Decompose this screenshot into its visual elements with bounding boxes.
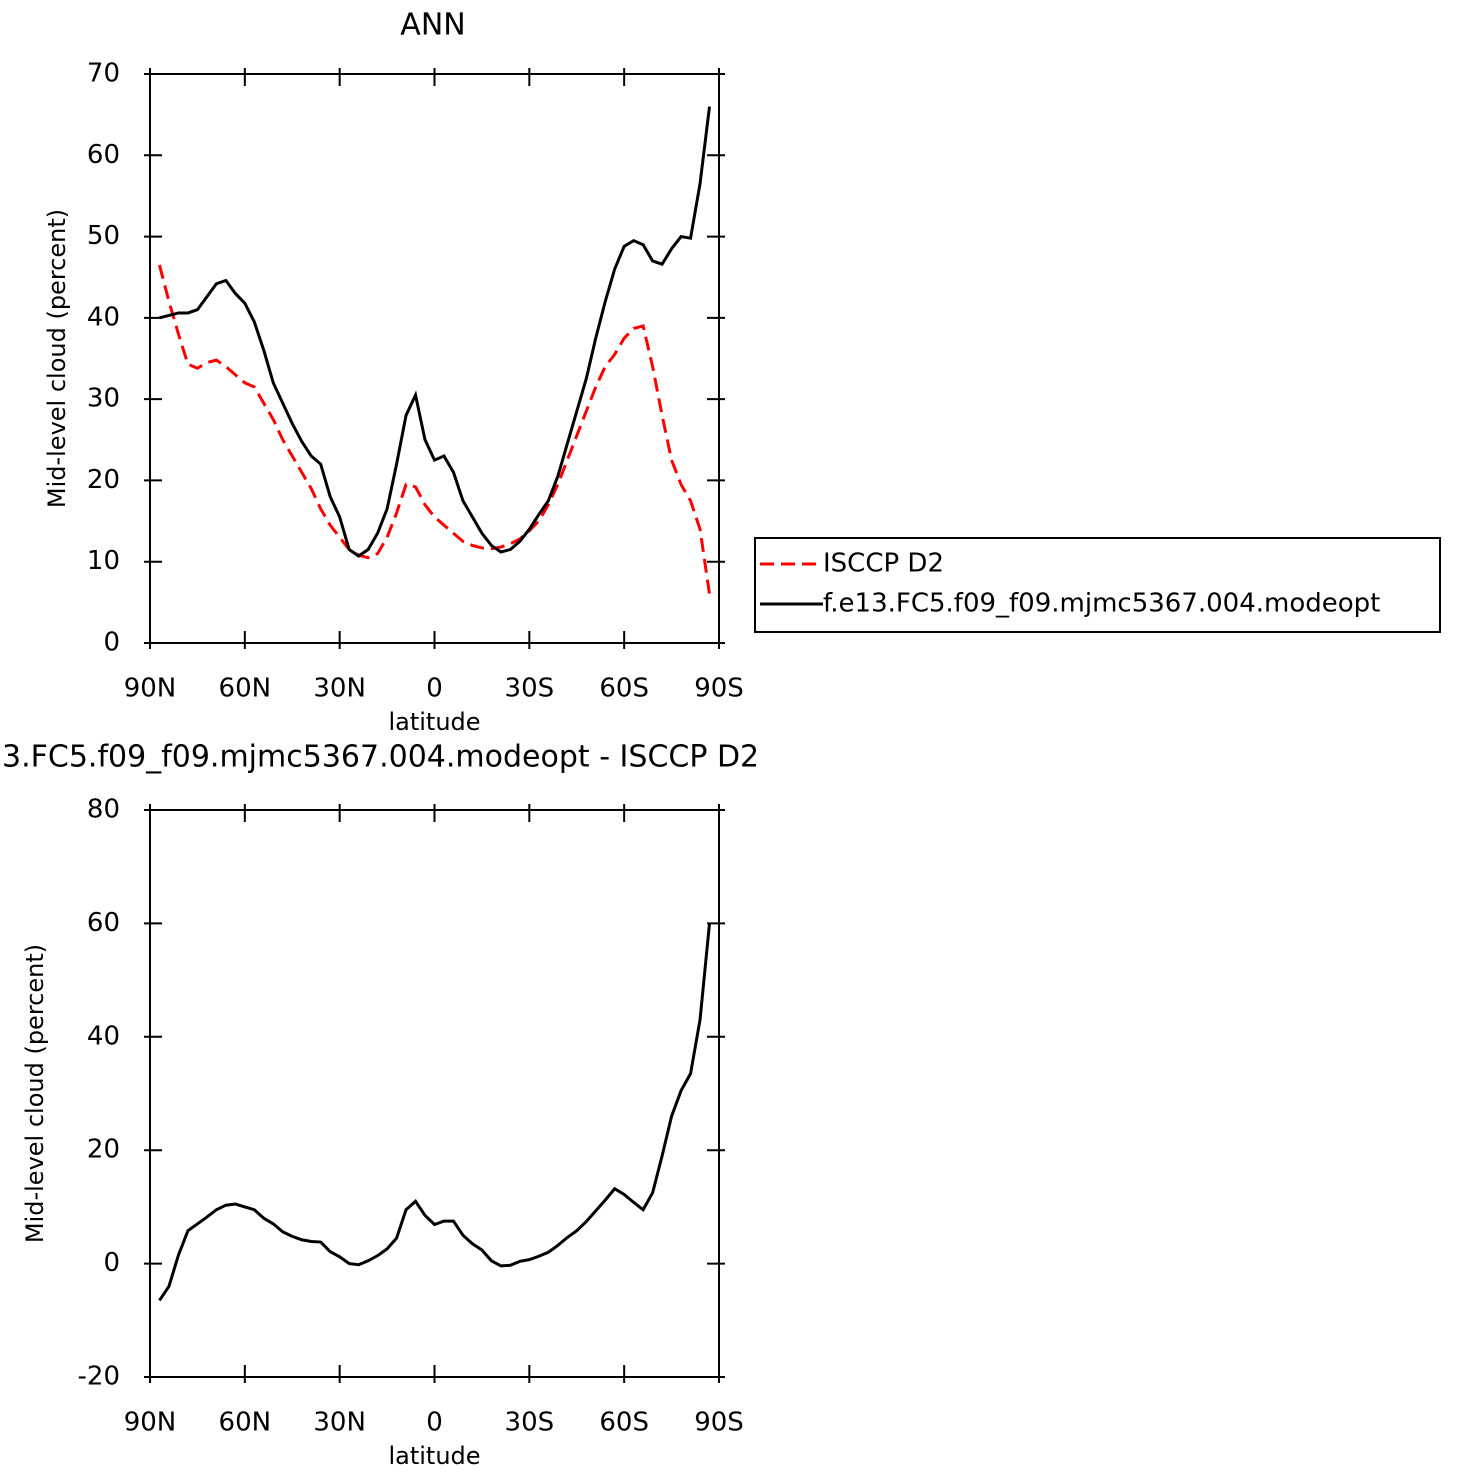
data-line: [158, 264, 712, 595]
y-tick-label: 80: [87, 795, 120, 825]
y-tick-label: 20: [87, 465, 120, 495]
chart-title: 3.FC5.f09_f09.mjmc5367.004.modeopt - ISC…: [2, 740, 759, 775]
data-line: [159, 106, 712, 558]
legend-label: ISCCP D2: [823, 549, 944, 579]
y-tick-label: 60: [87, 140, 120, 170]
x-tick-label: 60N: [219, 674, 272, 704]
x-tick-label: 30S: [505, 674, 555, 704]
plot-frame: [149, 809, 720, 1378]
legend-box: [754, 537, 1441, 633]
y-tick-label: 20: [87, 1135, 120, 1165]
x-axis-label: latitude: [388, 1442, 480, 1470]
x-tick-label: 90N: [124, 1408, 177, 1438]
y-tick-label: 30: [87, 384, 120, 414]
x-tick-label: 0: [426, 674, 443, 704]
chart-title: ANN: [400, 8, 465, 43]
plot-frame: [149, 73, 720, 644]
x-axis-label: latitude: [388, 708, 480, 736]
y-tick-label: 10: [87, 546, 120, 576]
x-tick-label: 60N: [219, 1408, 272, 1438]
x-tick-label: 60S: [599, 1408, 649, 1438]
x-tick-label: 90S: [694, 674, 744, 704]
data-line: [158, 923, 712, 1302]
y-tick-label: 0: [103, 628, 120, 658]
y-axis-label: Mid-level cloud (percent): [21, 944, 49, 1243]
y-tick-label: 50: [87, 221, 120, 251]
y-axis-label: Mid-level cloud (percent): [43, 209, 71, 508]
y-tick-label: 70: [87, 59, 120, 89]
x-tick-label: 30N: [313, 1408, 366, 1438]
x-tick-label: 60S: [599, 674, 649, 704]
y-tick-label: 60: [87, 908, 120, 938]
y-tick-label: 40: [87, 1021, 120, 1051]
x-tick-label: 90N: [124, 674, 177, 704]
x-tick-label: 30S: [505, 1408, 555, 1438]
y-tick-label: 40: [87, 302, 120, 332]
x-tick-label: 30N: [313, 674, 366, 704]
y-tick-label: 0: [103, 1248, 120, 1278]
legend-label: f.e13.FC5.f09_f09.mjmc5367.004.modeopt: [823, 589, 1380, 619]
y-tick-label: -20: [78, 1362, 120, 1392]
x-tick-label: 0: [426, 1408, 443, 1438]
x-tick-label: 90S: [694, 1408, 744, 1438]
